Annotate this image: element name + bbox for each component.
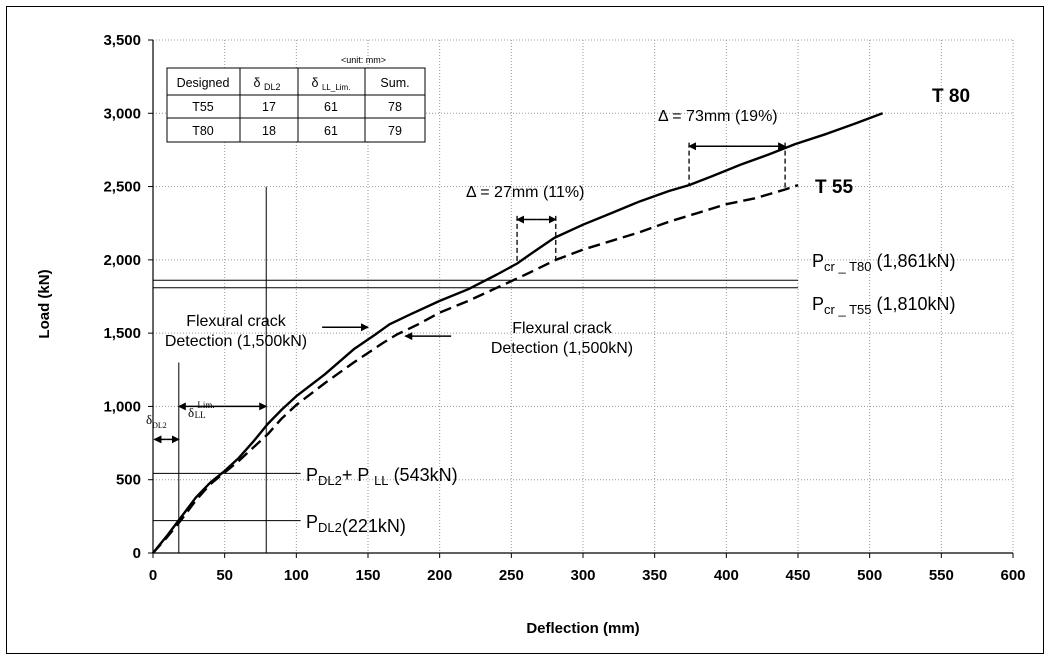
crack-t55-line1: Flexural crack	[512, 320, 613, 337]
axes	[148, 39, 1014, 558]
tick-labels: 0 500 1,000 1,500 2,000 2,500 3,000 3,500 0 50 100…	[103, 32, 1025, 584]
pdl2-label: PDL2(221kN)	[306, 512, 406, 536]
x-tick-label: 0	[149, 567, 157, 584]
pcr-t55-label: Pcr _ T55 (1,810kN)	[812, 294, 956, 317]
pdl2-ll-label: PDL2+ P LL (543kN)	[306, 465, 458, 488]
table-border	[166, 67, 426, 143]
grid-lines	[153, 39, 1014, 553]
table-cell: 18	[262, 124, 276, 138]
x-tick-label: 150	[355, 567, 380, 584]
x-tick-label: 200	[427, 567, 452, 584]
crack-t55-line2: Detection (1,500kN)	[491, 340, 633, 357]
y-tick-label: 3,500	[103, 32, 141, 49]
x-tick-label: 100	[284, 567, 309, 584]
table-header-sum: Sum.	[380, 76, 409, 90]
table-cell: T80	[192, 124, 214, 138]
x-tick-label: 600	[1000, 567, 1025, 584]
y-tick-label: 1,500	[103, 325, 141, 342]
series-label-t80: T 80	[932, 86, 970, 107]
y-tick-label: 2,500	[103, 179, 141, 196]
table-cell: 61	[324, 100, 338, 114]
table-cell: T55	[192, 100, 214, 114]
deflection-table: <unit: mm> Designed δ DL2 δ LL_Lim. Sum.…	[166, 55, 426, 143]
table-cell: 17	[262, 100, 276, 114]
pcr-t80-label: Pcr _ T80 (1,861kN)	[812, 251, 956, 274]
series-line-t80	[152, 112, 884, 554]
y-axis-title: Load (kN)	[36, 269, 53, 338]
x-tick-label: 550	[929, 567, 954, 584]
delta-dl2-label: δDL2	[146, 412, 167, 430]
series-line-t55	[152, 183, 799, 554]
y-tick-label: 3,000	[103, 105, 141, 122]
table-unit-note: <unit: mm>	[341, 55, 386, 65]
x-tick-label: 300	[570, 567, 595, 584]
y-tick-label: 500	[116, 472, 141, 489]
x-tick-label: 50	[216, 567, 233, 584]
table-cell: 78	[388, 100, 402, 114]
y-tick-label: 0	[133, 545, 141, 562]
table-cell: 79	[388, 124, 402, 138]
series-group	[152, 112, 884, 554]
table-header-designed: Designed	[177, 76, 230, 90]
y-tick-label: 2,000	[103, 252, 141, 269]
x-tick-label: 450	[785, 567, 810, 584]
crack-t80-line1: Flexural crack	[186, 313, 287, 330]
table-cell: 61	[324, 124, 338, 138]
x-tick-label: 250	[499, 567, 524, 584]
crack-t80-line2: Detection (1,500kN)	[165, 333, 307, 350]
chart-frame	[6, 6, 1044, 654]
reference-lines	[153, 142, 798, 553]
delta-27-label: Δ = 27mm (11%)	[466, 184, 584, 201]
delta-73-label: Δ = 73mm (19%)	[658, 108, 778, 125]
y-tick-label: 1,000	[103, 398, 141, 415]
x-tick-label: 400	[714, 567, 739, 584]
x-axis-title: Deflection (mm)	[526, 620, 639, 637]
x-tick-label: 500	[857, 567, 882, 584]
delta-ll-lim-label: δ Lim. LL	[188, 400, 215, 420]
x-tick-label: 350	[642, 567, 667, 584]
series-label-t55: T 55	[815, 177, 853, 198]
